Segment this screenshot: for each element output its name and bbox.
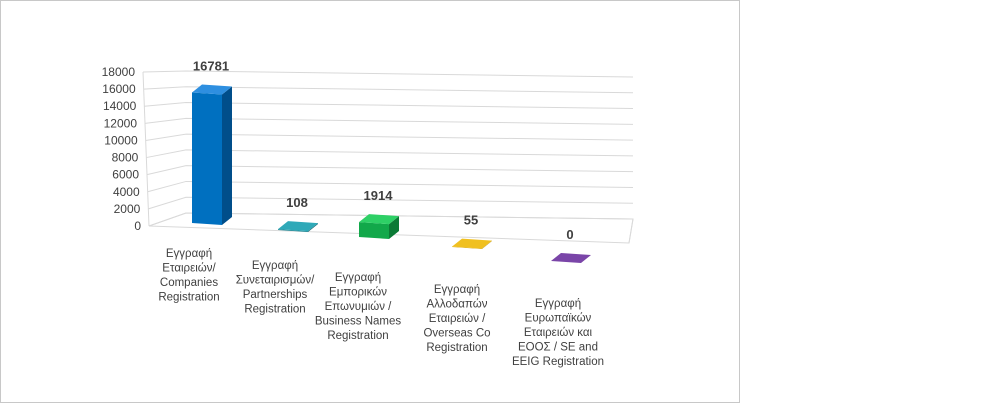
bar-side — [222, 86, 232, 225]
y-tick-label: 10000 — [104, 133, 138, 147]
y-tick-label: 4000 — [113, 185, 140, 199]
data-label: 55 — [464, 213, 478, 228]
bar-front — [359, 222, 389, 239]
data-label: 0 — [566, 227, 573, 242]
bar-top — [359, 214, 399, 225]
bar-top — [278, 221, 318, 232]
bar-side — [389, 216, 399, 239]
data-label: 1914 — [364, 188, 394, 203]
category-label: Εγγραφή Ευρωπαϊκών Εταιρειών και ΕΟΟΣ / SE … — [512, 298, 604, 368]
gridline — [142, 70, 634, 78]
gridline — [143, 86, 634, 94]
category-label: Εγγραφή Εμπορικών Επωνυμιών / Business Name… — [315, 272, 402, 342]
bar-side — [482, 240, 492, 249]
category-label: Εγγραφή Εταιρειών/Companies Registration — [158, 248, 219, 304]
data-label: 108 — [286, 195, 308, 210]
floor-right-edge — [628, 218, 634, 244]
category-label: Εγγραφή Συνεταιρισμών/Partnerships Registr… — [236, 260, 315, 316]
y-axis-line — [142, 71, 150, 227]
bar-top — [551, 253, 591, 263]
bar-front — [452, 246, 482, 249]
data-label: 16781 — [193, 58, 229, 73]
bar-front — [192, 92, 222, 225]
gridline — [148, 196, 634, 210]
gridline — [144, 117, 634, 125]
gridline — [147, 180, 634, 193]
bar-top — [192, 84, 232, 95]
bar-front — [278, 229, 308, 232]
bar-top — [452, 238, 492, 249]
gridline — [144, 102, 634, 110]
chart-frame: 0 2000 4000 6000 8000 10000 12000 14000 16000 180… — [0, 0, 740, 403]
category-label: Εγγραφή Αλλοδαπών Εταιρειών / Overseas Co Re… — [423, 284, 490, 354]
gridline — [145, 133, 634, 141]
bar-chart-3d: 0 2000 4000 6000 8000 10000 12000 14000 16000 180… — [102, 58, 634, 368]
y-tick-label: 0 — [134, 219, 141, 233]
gridline — [146, 165, 634, 176]
gridline — [148, 212, 634, 227]
y-tick-label: 18000 — [102, 65, 136, 79]
y-tick-label: 14000 — [103, 99, 137, 113]
y-tick-label: 12000 — [104, 116, 138, 130]
y-tick-label: 16000 — [102, 82, 136, 96]
gridline — [146, 149, 634, 159]
y-tick-label: 8000 — [112, 151, 139, 165]
y-tick-label: 6000 — [112, 168, 139, 182]
bar-side — [308, 223, 318, 232]
y-tick-label: 2000 — [114, 202, 141, 216]
